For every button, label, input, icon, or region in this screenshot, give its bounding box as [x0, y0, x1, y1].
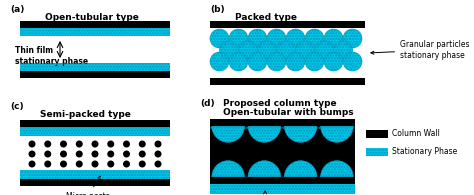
- Circle shape: [210, 52, 229, 71]
- Text: Column Wall: Column Wall: [392, 129, 440, 138]
- Circle shape: [28, 151, 36, 158]
- Bar: [20, 170, 170, 179]
- Circle shape: [286, 29, 305, 48]
- Circle shape: [60, 151, 67, 158]
- Circle shape: [76, 141, 83, 147]
- Circle shape: [44, 141, 51, 147]
- Bar: [366, 148, 388, 156]
- Circle shape: [139, 160, 146, 168]
- Circle shape: [44, 151, 51, 158]
- Polygon shape: [320, 126, 353, 142]
- Circle shape: [91, 151, 99, 158]
- Circle shape: [139, 151, 146, 158]
- Text: Open-tubular with bumps: Open-tubular with bumps: [223, 108, 354, 117]
- Text: Open-tubular type: Open-tubular type: [45, 13, 139, 22]
- Circle shape: [343, 52, 362, 71]
- Bar: [20, 120, 170, 127]
- Circle shape: [60, 141, 67, 147]
- Polygon shape: [320, 161, 353, 177]
- Circle shape: [305, 29, 324, 48]
- Circle shape: [91, 141, 99, 147]
- Circle shape: [229, 29, 248, 48]
- Circle shape: [76, 151, 83, 158]
- Polygon shape: [284, 126, 317, 142]
- Circle shape: [305, 52, 324, 71]
- Circle shape: [334, 41, 353, 59]
- Bar: [210, 177, 355, 184]
- Polygon shape: [212, 126, 245, 142]
- Circle shape: [155, 160, 162, 168]
- Circle shape: [107, 160, 114, 168]
- Text: Granular particles
stationary phase: Granular particles stationary phase: [371, 40, 470, 60]
- Circle shape: [267, 52, 286, 71]
- Bar: [20, 170, 170, 179]
- Bar: [366, 130, 388, 138]
- Text: (d): (d): [200, 99, 215, 108]
- Polygon shape: [212, 161, 245, 177]
- Bar: [210, 119, 355, 129]
- Text: (a): (a): [10, 5, 24, 14]
- Bar: [210, 119, 355, 126]
- Text: Bump structure: Bump structure: [235, 191, 295, 195]
- Circle shape: [267, 29, 286, 48]
- Circle shape: [76, 160, 83, 168]
- Circle shape: [155, 151, 162, 158]
- Circle shape: [123, 151, 130, 158]
- Circle shape: [295, 41, 315, 59]
- Text: Packed type: Packed type: [235, 13, 297, 22]
- Text: Semi-packed type: Semi-packed type: [40, 110, 131, 119]
- Bar: [210, 78, 365, 85]
- Polygon shape: [284, 161, 317, 177]
- Circle shape: [229, 52, 248, 71]
- Bar: [20, 21, 170, 28]
- Circle shape: [248, 29, 267, 48]
- Bar: [20, 28, 170, 36]
- Polygon shape: [248, 126, 281, 142]
- Text: (b): (b): [210, 5, 225, 14]
- Circle shape: [139, 141, 146, 147]
- Circle shape: [155, 141, 162, 147]
- Circle shape: [315, 41, 334, 59]
- Bar: [210, 177, 355, 184]
- Bar: [210, 21, 365, 28]
- Text: Micro posts: Micro posts: [65, 176, 109, 195]
- Circle shape: [324, 29, 343, 48]
- Circle shape: [28, 160, 36, 168]
- Bar: [20, 71, 170, 78]
- Circle shape: [257, 41, 276, 59]
- Circle shape: [219, 41, 238, 59]
- Bar: [210, 184, 355, 194]
- Circle shape: [107, 151, 114, 158]
- Text: Proposed column type: Proposed column type: [223, 99, 337, 108]
- Bar: [210, 126, 355, 177]
- Bar: [20, 28, 170, 36]
- Bar: [366, 148, 388, 156]
- Circle shape: [238, 41, 257, 59]
- Circle shape: [210, 29, 229, 48]
- Text: (c): (c): [10, 102, 24, 111]
- Circle shape: [107, 141, 114, 147]
- Bar: [210, 184, 355, 194]
- Circle shape: [248, 52, 267, 71]
- Circle shape: [343, 29, 362, 48]
- Polygon shape: [248, 161, 281, 177]
- Text: Thin film
stationary phase: Thin film stationary phase: [15, 46, 88, 66]
- Text: Stationary Phase: Stationary Phase: [392, 147, 457, 157]
- Bar: [20, 179, 170, 186]
- Bar: [20, 127, 170, 136]
- Bar: [20, 63, 170, 71]
- Circle shape: [91, 160, 99, 168]
- Circle shape: [60, 160, 67, 168]
- Circle shape: [44, 160, 51, 168]
- Bar: [210, 119, 355, 129]
- Circle shape: [123, 141, 130, 147]
- Circle shape: [276, 41, 295, 59]
- Circle shape: [324, 52, 343, 71]
- Circle shape: [123, 160, 130, 168]
- Circle shape: [286, 52, 305, 71]
- Circle shape: [28, 141, 36, 147]
- Bar: [210, 119, 355, 126]
- Bar: [20, 63, 170, 71]
- Bar: [20, 127, 170, 136]
